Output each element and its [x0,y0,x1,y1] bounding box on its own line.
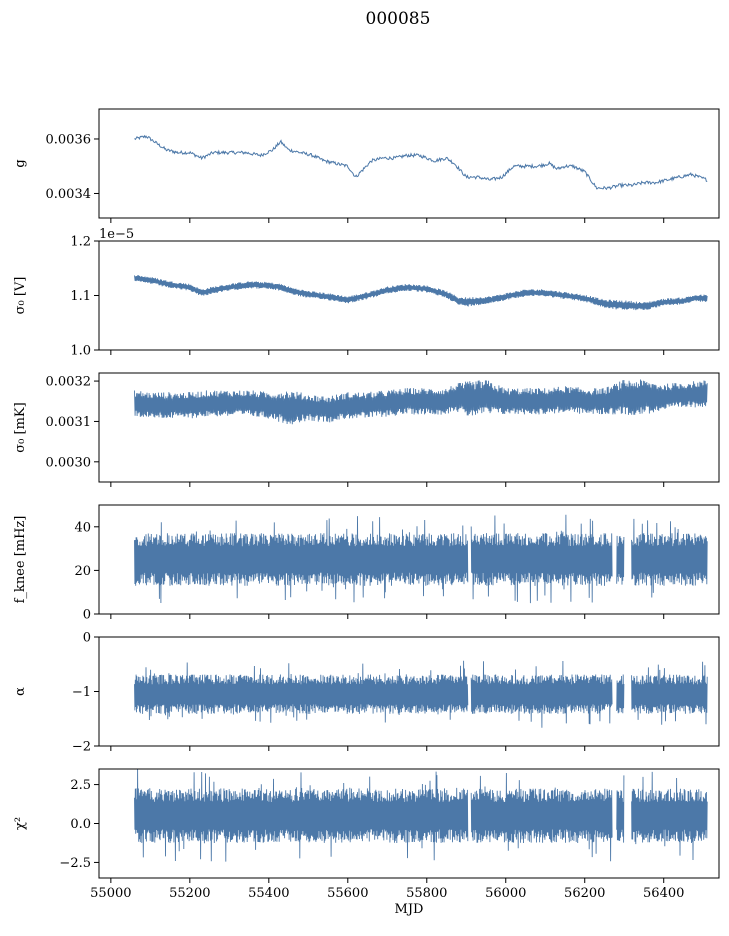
x-tick-label: 55400 [248,886,289,901]
panel-6-ytick-label: 0.0 [70,817,91,832]
g-series-line [134,134,708,191]
x-tick-label: 55000 [90,886,131,901]
x-tick-label: 55600 [327,886,368,901]
panel-6-ytick-label: −2.5 [59,856,91,871]
x-tick-label: 55800 [406,886,447,901]
panel-2-ytick-label: 1.0 [70,344,91,359]
panel-3-frame [98,372,720,483]
panel-2-ytick-label: 1.1 [70,289,91,304]
panel-5-plot [134,660,708,728]
panel-3-plot [134,379,708,425]
panel-4-series [134,514,708,604]
x-axis-label: MJD [395,902,424,917]
panel-6-plot [134,769,708,862]
panel-4: 0 20 40 f_knee [mHz] [13,504,720,623]
panel-3-ytick-label: 0.0030 [46,455,92,470]
panel-1-ytick-label: 0.0034 [46,187,92,202]
panel-4-ytick-label: 40 [74,520,91,535]
panel-1-plot [134,134,708,191]
panel-4-ytick-label: 20 [74,564,91,579]
panel-6-ytick-label: 2.5 [70,778,91,793]
panel-6-ylabel: χ² [13,817,28,830]
panel-3: 0.0030 0.0031 0.0032 σ₀ [mK] [13,372,720,487]
panel-1-ylabel: g [13,159,28,167]
panel-1-ytick-label: 0.0036 [46,132,92,147]
figure-title: 000085 [366,9,431,29]
panel-5: −2 −1 0 α [13,631,720,755]
panel-3-ylabel: σ₀ [mK] [13,402,28,452]
x-tick-label: 56200 [564,886,605,901]
panel-6: −2.5 0.0 2.5 55000 55200 55400 55600 55800 56000… [13,768,720,917]
panel-5-ylabel: α [13,687,28,696]
panel-2: 1.0 1.1 1.2 σ₀ [V] 1e−5 [13,227,720,359]
panel-5-ytick-label: −1 [72,685,91,700]
panel-2-plot [134,275,708,311]
panel-2-series [134,275,708,311]
panel-2-ytick-label: 1.2 [70,235,91,250]
panel-3-series [134,379,708,425]
panel-3-ytick-label: 0.0032 [46,375,92,390]
panel-3-ytick-label: 0.0031 [46,415,92,430]
x-tick-label: 55200 [169,886,210,901]
x-tick-label: 56400 [643,886,684,901]
panel-1: 0.0034 0.0036 g [13,108,720,223]
panel-4-plot [134,514,708,604]
panel-2-ylabel: σ₀ [V] [13,277,28,315]
panel-6-series [134,769,708,862]
panel-4-frame [98,504,720,615]
panel-1-frame [98,108,720,219]
panel-5-ytick-label: 0 [83,631,91,646]
panel-2-offset-text: 1e−5 [99,227,134,242]
x-tick-label: 56000 [485,886,526,901]
panel-2-frame [98,240,720,351]
panel-5-ytick-label: −2 [72,740,91,755]
panel-5-series [134,660,708,728]
panel-4-ylabel: f_knee [mHz] [13,516,28,604]
panel-4-ytick-label: 0 [83,608,91,623]
